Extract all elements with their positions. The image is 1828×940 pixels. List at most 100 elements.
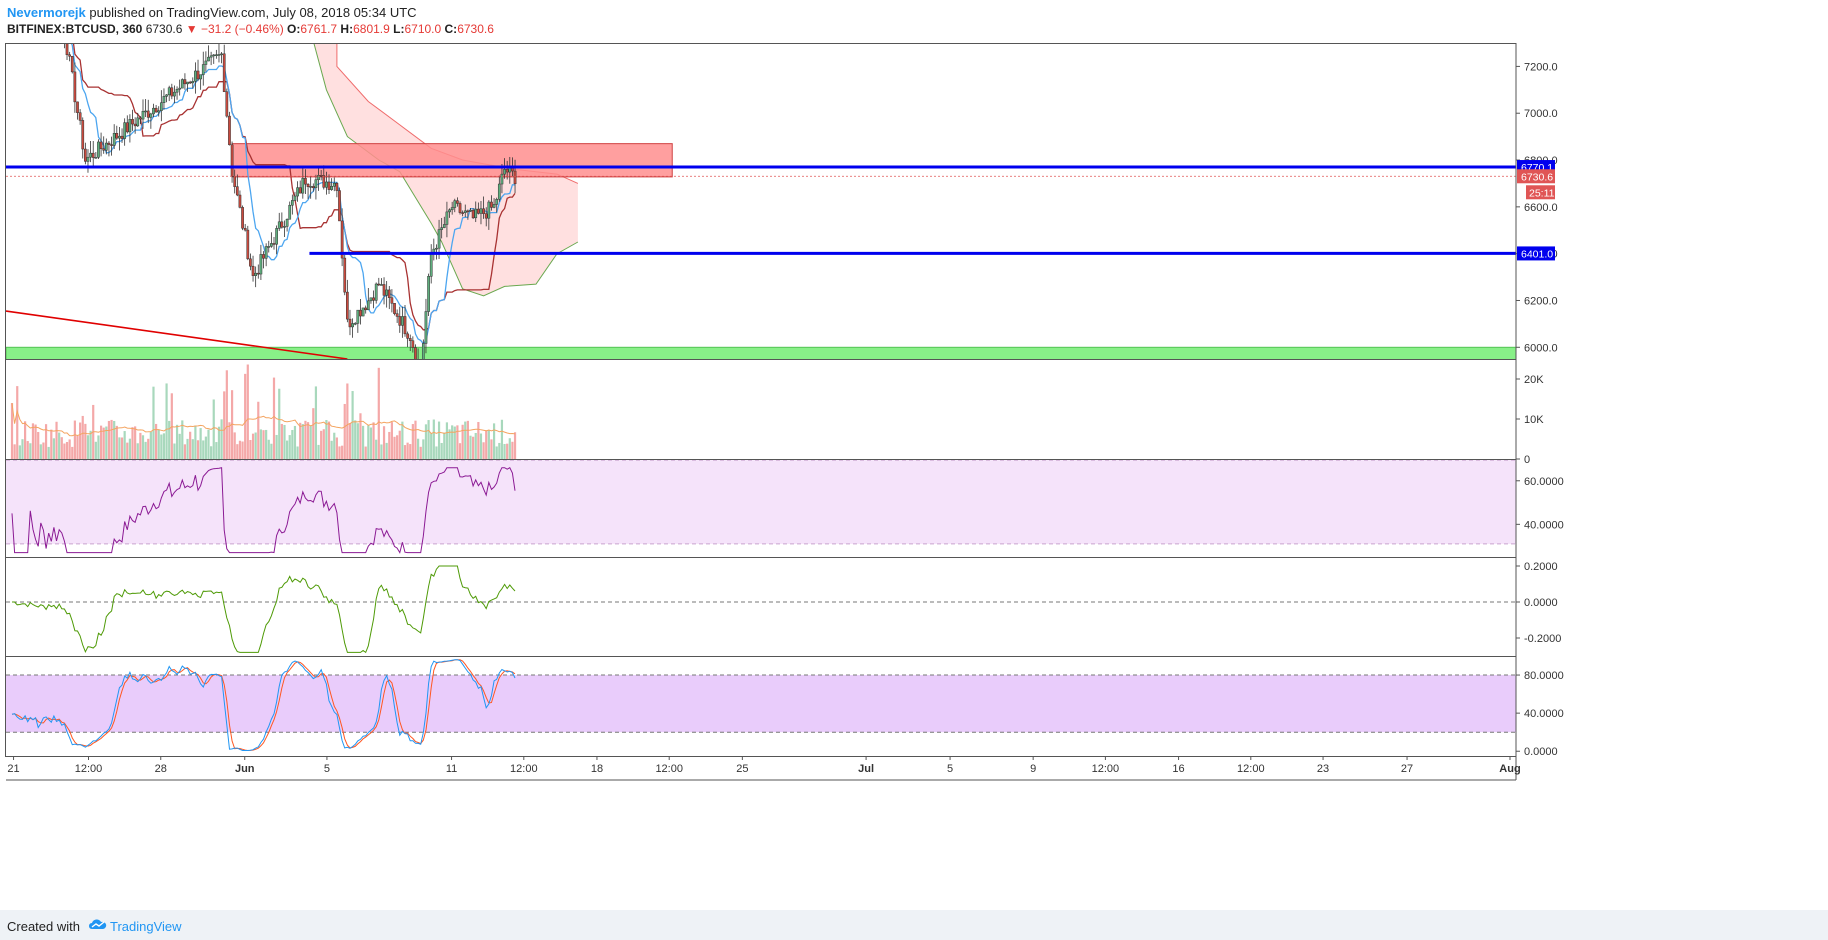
candle <box>133 123 137 127</box>
volume-bar <box>354 420 357 459</box>
candle <box>421 343 425 359</box>
price-tick-label: 6000.0 <box>1524 342 1558 354</box>
volume-bar <box>170 393 173 459</box>
volume-bar <box>432 419 435 459</box>
author-link[interactable]: Nevermorejk <box>7 5 86 20</box>
candle <box>118 135 121 139</box>
high-label: H: <box>340 22 354 36</box>
candle <box>277 221 281 229</box>
candle <box>110 144 113 146</box>
time-tick-label: 12:00 <box>1237 763 1265 775</box>
price-label: 6401.0 <box>1521 248 1553 260</box>
candle <box>175 88 179 93</box>
volume-bar <box>291 429 294 459</box>
published-text: published on TradingView.com, July 08, 2… <box>89 5 417 20</box>
countdown-label: 25:11 <box>1529 187 1555 199</box>
volume-bar <box>63 443 66 459</box>
candle <box>332 182 336 187</box>
candle <box>366 300 370 311</box>
candle <box>123 122 127 139</box>
volume-bar <box>513 432 517 459</box>
candle <box>429 252 433 277</box>
candle <box>241 207 244 229</box>
candle <box>199 74 202 80</box>
volume-bar <box>411 424 414 459</box>
candle <box>259 254 263 275</box>
volume-bar <box>89 430 92 459</box>
candle <box>178 87 182 90</box>
price-tick-label: 6600.0 <box>1524 202 1558 214</box>
time-tick-label: 23 <box>1317 763 1329 775</box>
tradingview-brand[interactable]: TradingView <box>110 919 182 934</box>
volume-bar <box>301 424 304 459</box>
chart-header: Nevermorejk published on TradingView.com… <box>0 0 1828 43</box>
low-value: 6710.0 <box>404 22 442 36</box>
volume-bar <box>160 434 163 459</box>
volume-bar <box>330 440 333 459</box>
candle <box>393 303 396 314</box>
candle <box>351 323 354 328</box>
volume-bar <box>55 421 58 459</box>
volume-bar <box>126 442 129 459</box>
volume-bar <box>427 420 430 459</box>
volume-bar <box>223 391 226 459</box>
volume-bar <box>39 444 42 459</box>
oscillator-line <box>12 565 516 654</box>
candle <box>238 194 242 208</box>
candle <box>359 309 362 317</box>
volume-bar <box>115 425 118 459</box>
volume-bar <box>97 435 100 459</box>
volume-bar <box>202 440 205 459</box>
volume-bar <box>325 420 328 459</box>
volume-pane <box>10 364 517 459</box>
rsi-tick-label: 40.0000 <box>1524 519 1564 531</box>
candle <box>356 309 360 324</box>
volume-bar <box>320 430 323 459</box>
volume-bar <box>173 443 176 459</box>
volume-bar <box>272 377 276 459</box>
chart-canvas[interactable]: 6000.06200.06400.06600.06800.07000.07200… <box>0 43 1828 909</box>
volume-bar <box>367 425 370 459</box>
candle <box>272 243 276 245</box>
candle <box>322 175 326 188</box>
volume-bar <box>149 431 152 459</box>
price-axis: 6000.06200.06400.06600.06800.07000.07200… <box>1516 61 1564 758</box>
candle <box>212 54 216 57</box>
open-value: 6761.7 <box>300 22 338 36</box>
candle <box>374 283 378 301</box>
candle <box>466 210 470 213</box>
volume-bar <box>338 446 341 459</box>
osc-tick-label: 0.2000 <box>1524 561 1558 573</box>
candle <box>513 170 517 185</box>
candle <box>505 169 509 173</box>
volume-bar <box>293 425 297 459</box>
volume-bar <box>278 388 281 459</box>
candle <box>442 224 446 228</box>
volume-bar <box>107 420 111 459</box>
symbol-name: BITFINEX:BTCUSD, 360 <box>7 22 143 36</box>
volume-bar <box>65 441 69 459</box>
volume-bar <box>466 420 469 459</box>
volume-bar <box>244 373 247 459</box>
volume-bar <box>99 425 103 459</box>
volume-bar <box>464 421 467 459</box>
volume-bar <box>220 419 223 459</box>
tradingview-cloud-icon[interactable] <box>87 916 109 932</box>
volume-bar <box>422 439 425 459</box>
candle <box>139 117 142 120</box>
volume-bar <box>131 427 134 459</box>
volume-bar <box>500 419 504 459</box>
volume-bar <box>275 434 278 459</box>
candle <box>188 81 192 84</box>
volume-bar <box>186 438 189 459</box>
candle <box>280 221 284 228</box>
time-tick-label: Aug <box>1499 763 1520 775</box>
volume-bar <box>401 421 404 459</box>
candle <box>414 347 417 359</box>
candle <box>186 81 189 85</box>
volume-bar <box>377 367 380 459</box>
candle <box>180 79 184 89</box>
candle <box>194 70 197 82</box>
candle <box>424 311 428 344</box>
volume-bar <box>134 426 137 459</box>
